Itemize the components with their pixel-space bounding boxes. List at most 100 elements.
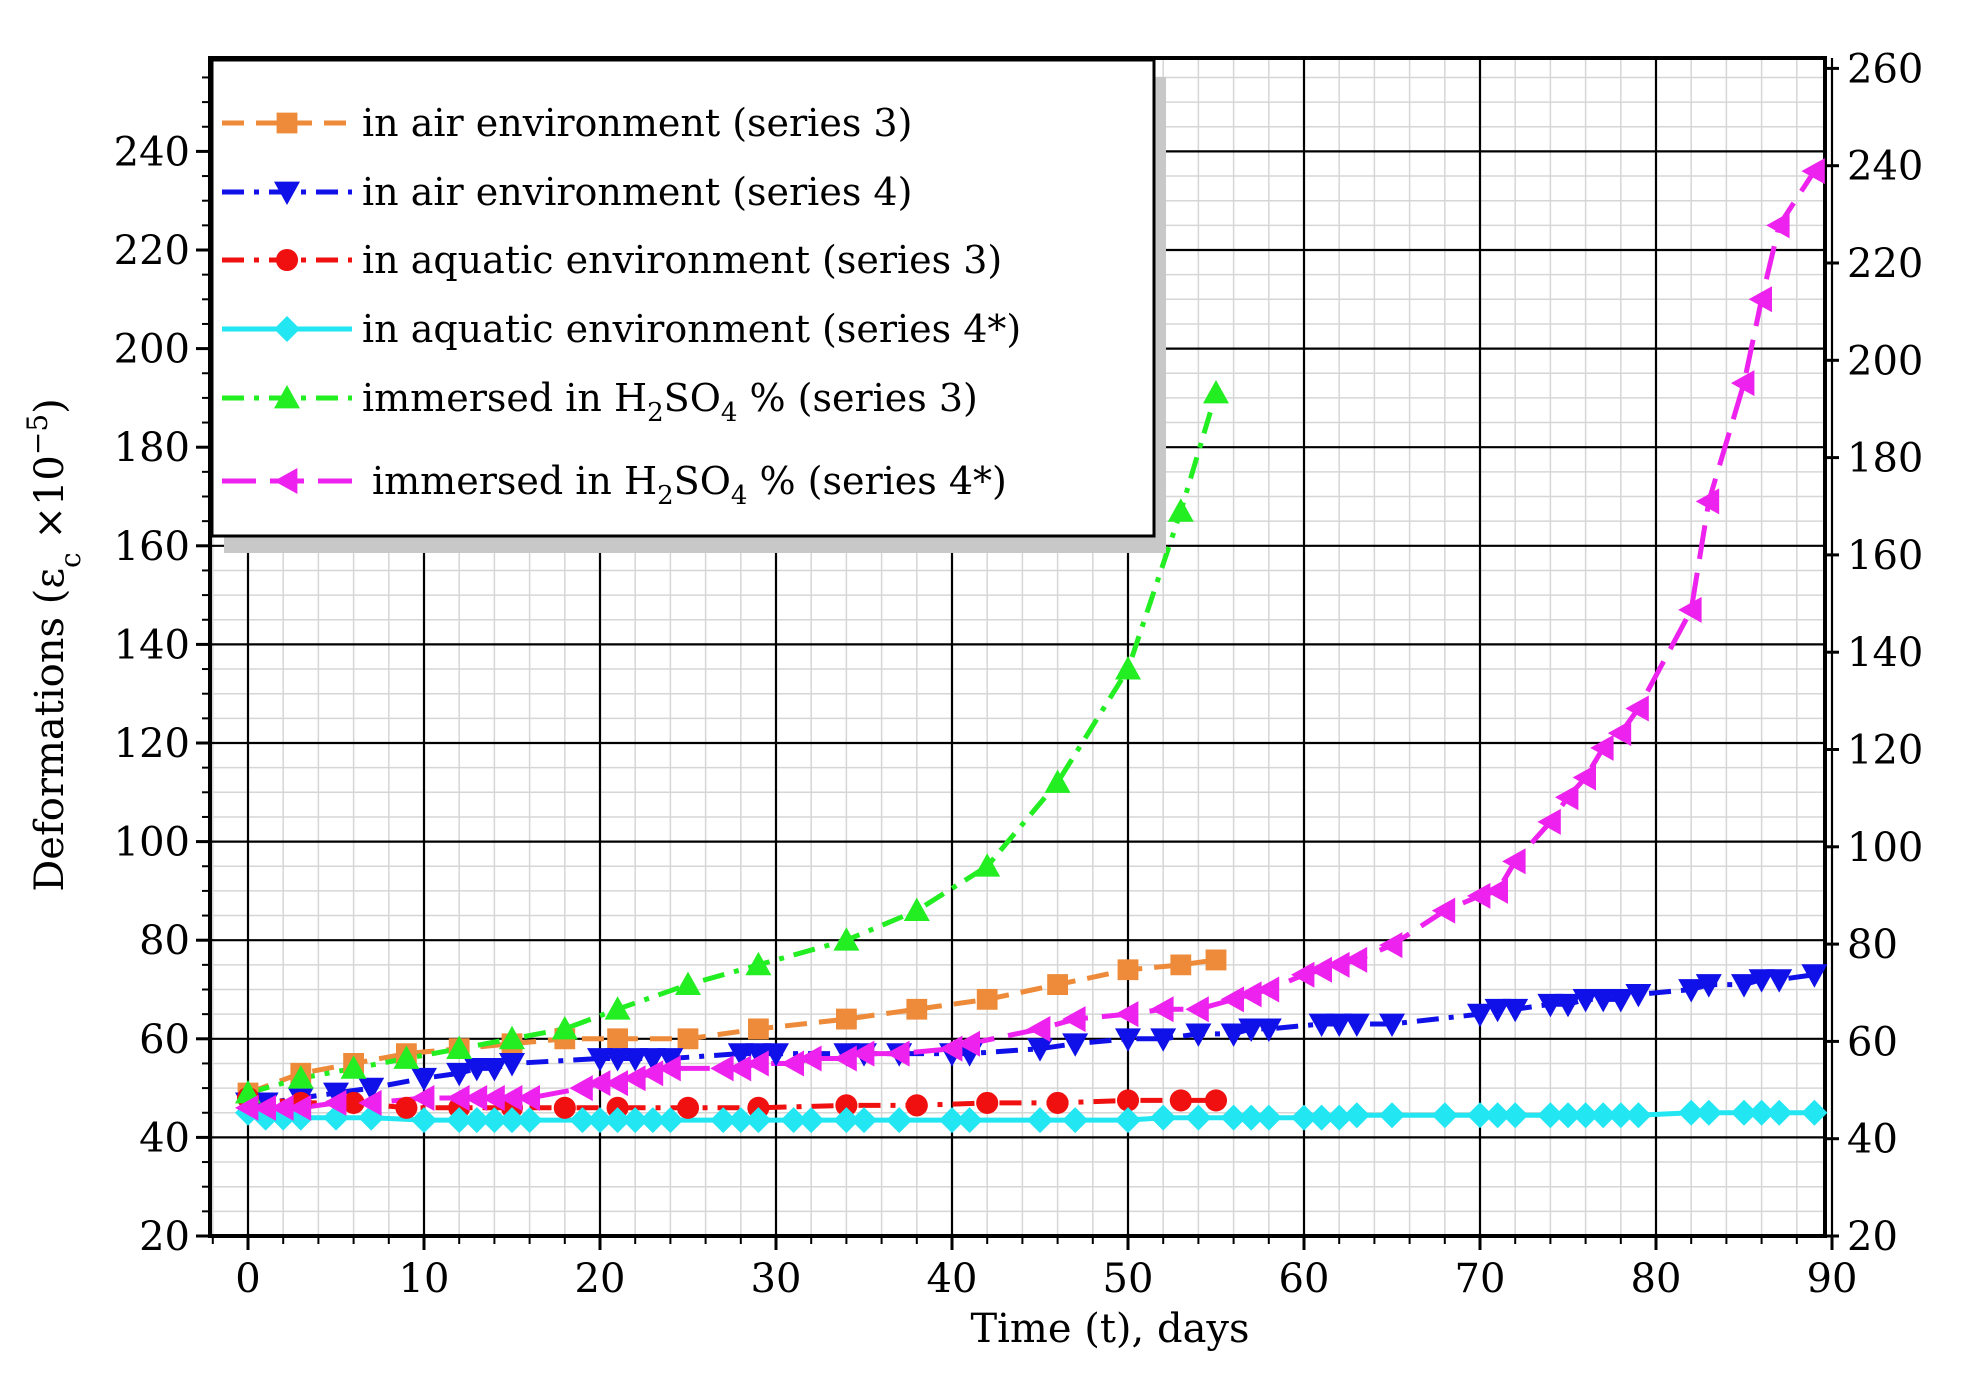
data-point-series-4 [745,1107,772,1134]
data-point-series-6 [1748,286,1772,313]
data-point-series-2 [1326,1013,1353,1038]
data-point-series-6 [657,1055,681,1082]
y-right-tick-label: 160 [1847,533,1923,579]
y-left-tick-label: 20 [139,1214,190,1260]
data-point-series-6 [1238,981,1262,1008]
data-point-series-1 [906,998,928,1020]
data-point-series-2 [1343,1013,1370,1038]
data-point-series-6 [1590,734,1614,761]
legend-label-5: immersed in H2SO4 % (series 3) [362,376,978,428]
legend-swatch-marker-5 [274,385,300,409]
legend-swatch-marker-3 [275,248,299,272]
data-point-series-4 [657,1107,684,1134]
data-point-series-5 [287,1065,314,1089]
data-point-series-2 [1027,1038,1053,1062]
data-point-series-4 [1801,1099,1828,1126]
data-point-series-6 [1379,932,1403,959]
data-point-series-5 [393,1045,420,1069]
data-point-series-2 [745,1043,772,1067]
data-point-series-5 [1203,379,1229,404]
data-point-series-6 [1062,1006,1086,1033]
data-point-series-2 [1572,988,1599,1013]
data-point-series-4 [639,1107,666,1134]
data-point-series-2 [481,1057,508,1082]
y-right-tick-label: 140 [1847,630,1923,676]
data-point-series-4 [1062,1107,1089,1134]
data-point-series-2 [463,1057,490,1082]
data-point-series-4 [1150,1104,1177,1131]
data-point-series-4 [1555,1102,1581,1129]
data-point-series-6 [1695,488,1720,515]
data-point-series-5 [499,1025,525,1050]
data-point-series-2 [358,1077,385,1102]
x-tick-label: 40 [927,1256,978,1302]
data-point-series-4 [956,1107,983,1134]
data-point-series-6 [1185,996,1209,1023]
data-point-series-6 [411,1084,435,1111]
x-axis-title: Time (t), days [970,1306,1249,1352]
data-point-series-4 [481,1107,508,1134]
data-point-series-2 [499,1053,525,1077]
data-point-series-4 [1255,1104,1282,1131]
data-point-series-6 [1607,720,1632,747]
data-point-series-1 [1047,974,1068,995]
data-point-series-4 [1220,1104,1247,1131]
data-point-series-2 [1238,1018,1265,1042]
data-point-series-5 [745,951,772,976]
data-point-series-4 [1766,1099,1793,1126]
data-point-series-6 [1572,764,1596,791]
data-point-series-6 [939,1035,963,1062]
data-point-series-3 [1204,1089,1228,1112]
data-point-series-6 [851,1040,875,1067]
data-point-series-6 [1678,596,1702,623]
data-point-series-2 [1748,969,1775,993]
x-tick-label: 60 [1279,1256,1330,1302]
data-point-series-5 [1167,498,1194,522]
y-right-tick-label: 100 [1847,825,1923,871]
data-point-series-1 [1117,959,1139,981]
data-point-series-6 [745,1050,769,1077]
data-point-series-6 [1115,1001,1139,1028]
data-point-series-3 [676,1096,700,1119]
data-point-series-6 [1502,848,1526,875]
y-axis-title: Deformations (εc ×10−5) [21,398,87,892]
data-point-series-2 [604,1048,631,1072]
plot-frame [208,56,1827,1238]
y-left-tick-label: 80 [139,918,190,964]
legend: in air environment (series 3) in air envi… [210,58,1166,553]
legend-label-6: immersed in H2SO4 % (series 4*) [372,459,1007,511]
data-point-series-4 [710,1107,737,1134]
data-point-series-3 [1116,1089,1140,1112]
data-point-series-6 [604,1070,628,1097]
data-point-series-4 [851,1107,877,1134]
data-point-series-5 [551,1015,578,1040]
data-point-series-2 [1731,974,1757,998]
data-point-series-4 [1291,1104,1317,1131]
legend-swatch-marker-2 [274,181,300,205]
data-point-series-2 [323,1082,349,1107]
data-point-series-6 [481,1084,505,1111]
data-point-series-6 [710,1055,734,1082]
data-point-series-5 [340,1055,367,1079]
data-point-series-2 [1590,988,1617,1013]
data-point-series-2 [1255,1018,1282,1042]
y-left-tick-label: 140 [114,622,190,668]
data-point-series-4 [1731,1099,1757,1126]
data-point-series-5 [903,897,930,922]
y-left-tick-label: 200 [114,327,190,373]
data-point-series-4 [1678,1099,1705,1126]
data-point-series-6 [1308,956,1332,983]
data-point-series-3 [342,1091,365,1114]
data-point-series-4 [1343,1102,1370,1129]
data-point-series-4 [622,1107,649,1134]
y-right-tick-label: 200 [1847,338,1923,384]
y-left-tick-label: 180 [114,425,190,471]
x-tick-label: 90 [1807,1256,1858,1302]
data-point-series-2 [639,1048,666,1072]
data-point-series-4 [604,1107,631,1134]
x-tick-label: 70 [1455,1256,1506,1302]
y-right-tick-label: 60 [1847,1019,1898,1065]
data-point-series-3 [1046,1091,1069,1114]
y-left-tick-label: 100 [114,820,190,866]
